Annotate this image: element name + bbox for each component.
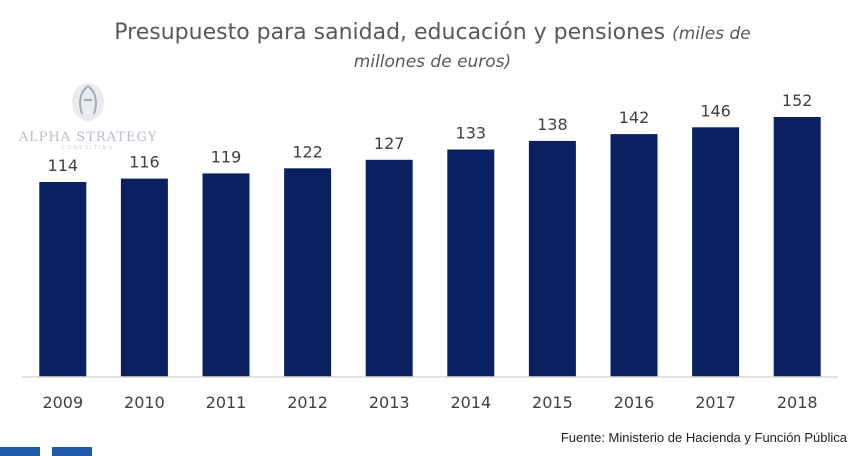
chart-title-unit-line2: millones de euros) [353, 52, 512, 72]
value-label-2009: 114 [48, 156, 79, 175]
x-tick-label-2011: 2011 [206, 393, 247, 412]
value-label-2014: 133 [456, 124, 487, 143]
bar-2018 [773, 117, 821, 377]
company-logo: ALPHA STRATEGY CONSULTING [18, 80, 158, 151]
bar-2011 [202, 173, 250, 377]
x-tick-label-2012: 2012 [287, 393, 328, 412]
value-label-2011: 119 [211, 147, 242, 166]
chart-title: Presupuesto para sanidad, educación y pe… [0, 18, 865, 49]
x-tick-label-2014: 2014 [450, 393, 491, 412]
bar-2015 [528, 140, 576, 377]
chart-title-main: Presupuesto para sanidad, educación y pe… [114, 20, 666, 45]
bar-2014 [447, 149, 495, 377]
x-tick-label-2018: 2018 [777, 393, 818, 412]
value-label-2018: 152 [782, 91, 813, 110]
logo-emblem-icon [72, 83, 104, 121]
chart-title-unit: (miles de [672, 24, 751, 44]
x-tick-label-2016: 2016 [614, 393, 655, 412]
bar-2010 [120, 178, 168, 377]
corner-logo-fragment [0, 447, 92, 456]
bar-2012 [284, 168, 332, 377]
logo-tagline: CONSULTING [61, 145, 115, 151]
value-label-2017: 146 [700, 101, 731, 120]
x-tick-label-2009: 2009 [42, 393, 83, 412]
bar-2013 [365, 159, 413, 377]
x-tick-label-2013: 2013 [369, 393, 410, 412]
source-note: Fuente: Ministerio de Hacienda y Función… [560, 430, 847, 445]
bar-2009 [39, 182, 87, 377]
value-label-2016: 142 [619, 108, 650, 127]
value-label-2015: 138 [537, 115, 568, 134]
value-label-2010: 116 [129, 153, 160, 172]
x-tick-label-2015: 2015 [532, 393, 573, 412]
x-tick-label-2017: 2017 [695, 393, 736, 412]
bar-2016 [610, 134, 658, 377]
logo-name: ALPHA STRATEGY [18, 130, 158, 145]
value-label-2013: 127 [374, 134, 405, 153]
bar-2017 [692, 127, 740, 377]
value-label-2012: 122 [292, 142, 323, 161]
x-tick-label-2010: 2010 [124, 393, 165, 412]
